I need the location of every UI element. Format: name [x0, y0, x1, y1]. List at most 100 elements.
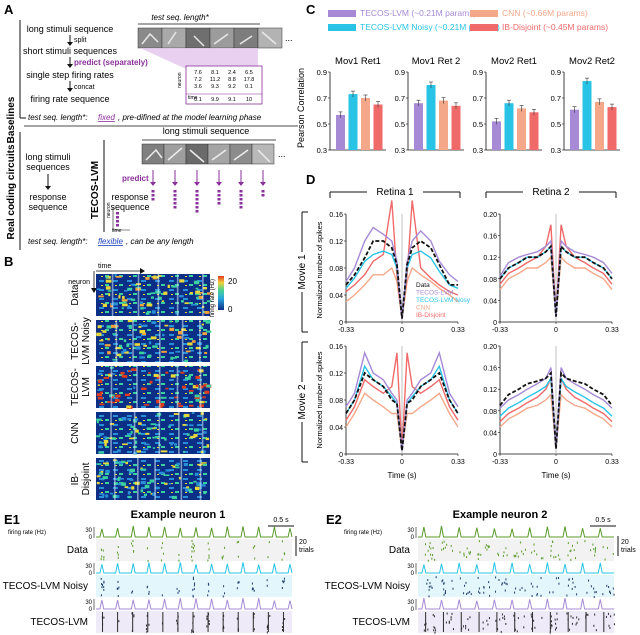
spike	[569, 628, 571, 631]
legend-swatch	[328, 10, 356, 17]
spike	[116, 587, 118, 590]
cbar-label: firing rate (Hz)	[210, 279, 216, 317]
heat-cell	[184, 337, 190, 339]
y-tick-label: 0.9	[317, 68, 327, 77]
spike	[523, 615, 525, 618]
spike	[282, 580, 284, 583]
heat-cell	[198, 295, 203, 299]
spike	[572, 581, 574, 584]
note-flex-suffix: , can be any length	[126, 237, 194, 246]
spike	[191, 550, 193, 553]
heat-cell	[169, 327, 175, 332]
bar	[361, 98, 370, 150]
heat-cell	[122, 443, 128, 446]
y-tick-label: 0.7	[473, 94, 483, 103]
bar	[492, 121, 501, 150]
heat-cell	[129, 478, 134, 481]
spike	[465, 624, 467, 627]
heat-cell	[170, 443, 173, 446]
table-cell: 6.5	[245, 70, 253, 76]
heat-cell	[195, 290, 201, 294]
heat-cell	[130, 298, 136, 301]
e-rate-min: 0	[411, 571, 415, 577]
heat-cell	[99, 493, 103, 495]
spike-column	[496, 612, 498, 632]
spike	[590, 585, 592, 588]
heat-cell	[140, 468, 147, 471]
spike	[487, 545, 489, 548]
bar	[336, 114, 345, 150]
heat-cell	[97, 396, 103, 400]
heat-cell	[184, 413, 190, 417]
heat-cell	[134, 440, 138, 444]
spike	[222, 595, 224, 598]
heat-cell	[164, 324, 169, 327]
panel-d: Retina 1 Retina 2 Movie 1 Movie 2 0 0.04 0.08…	[297, 186, 619, 480]
spike	[427, 579, 429, 582]
spike	[133, 614, 135, 617]
heat-stripe	[180, 458, 183, 500]
heat-cell	[133, 386, 136, 389]
heat-cell	[171, 495, 177, 500]
heat-cell	[195, 292, 200, 296]
spike	[521, 550, 523, 553]
heat-cell	[152, 277, 158, 280]
heat-cell	[202, 286, 207, 290]
spike	[498, 579, 500, 582]
spike	[208, 590, 210, 593]
spike	[237, 581, 239, 584]
heat-cell	[134, 343, 140, 346]
spike	[432, 613, 434, 616]
spk-axis-neuron: neuron	[106, 202, 112, 218]
flow-predict-sep: predict (separately)	[74, 58, 148, 67]
e-rate-min: 0	[89, 571, 93, 577]
heat-cell	[203, 383, 208, 387]
spike	[430, 585, 432, 588]
heat-cell	[158, 471, 165, 475]
heat-cell	[179, 295, 184, 298]
spike	[177, 591, 179, 594]
spike	[594, 554, 596, 557]
spike	[284, 618, 286, 621]
spike-column	[567, 612, 569, 632]
spike	[468, 628, 470, 631]
table-axis-time: time	[188, 95, 198, 101]
table-cell: 0.1	[194, 97, 202, 103]
spike	[607, 612, 609, 615]
spike	[514, 628, 516, 631]
spike	[550, 615, 552, 618]
heat-cell	[155, 435, 160, 438]
heat-cell	[152, 447, 156, 449]
spike	[549, 631, 551, 634]
spike	[452, 549, 454, 552]
spike-column	[460, 612, 462, 632]
spike	[531, 627, 533, 630]
heat-cell	[147, 354, 152, 357]
heat-cell	[199, 400, 205, 404]
raster-bg	[96, 539, 292, 561]
spike	[503, 581, 505, 584]
flow-short-seq: short stimuli sequences	[23, 46, 118, 56]
heat-cell	[153, 275, 157, 279]
heat-cell	[138, 422, 142, 425]
spike	[482, 627, 484, 630]
heat-cell	[181, 328, 186, 331]
heat-cell	[178, 476, 181, 480]
spike	[501, 582, 503, 585]
heat-cell	[134, 416, 137, 419]
spike	[148, 592, 150, 595]
heat-cell	[158, 274, 162, 277]
series-line	[345, 350, 459, 451]
d-row-title: Movie 2	[297, 384, 308, 419]
spike	[572, 616, 574, 619]
heat-cell	[170, 356, 174, 360]
spike	[499, 618, 501, 621]
spike	[103, 588, 105, 591]
spike	[435, 576, 437, 579]
d-ylabel: Normalized number of spikes	[315, 351, 324, 448]
heat-cell	[98, 295, 104, 298]
y-tick-label: 0.5	[551, 120, 561, 129]
spike	[193, 544, 195, 547]
spike-column	[442, 612, 444, 632]
heat-cell	[103, 376, 110, 379]
